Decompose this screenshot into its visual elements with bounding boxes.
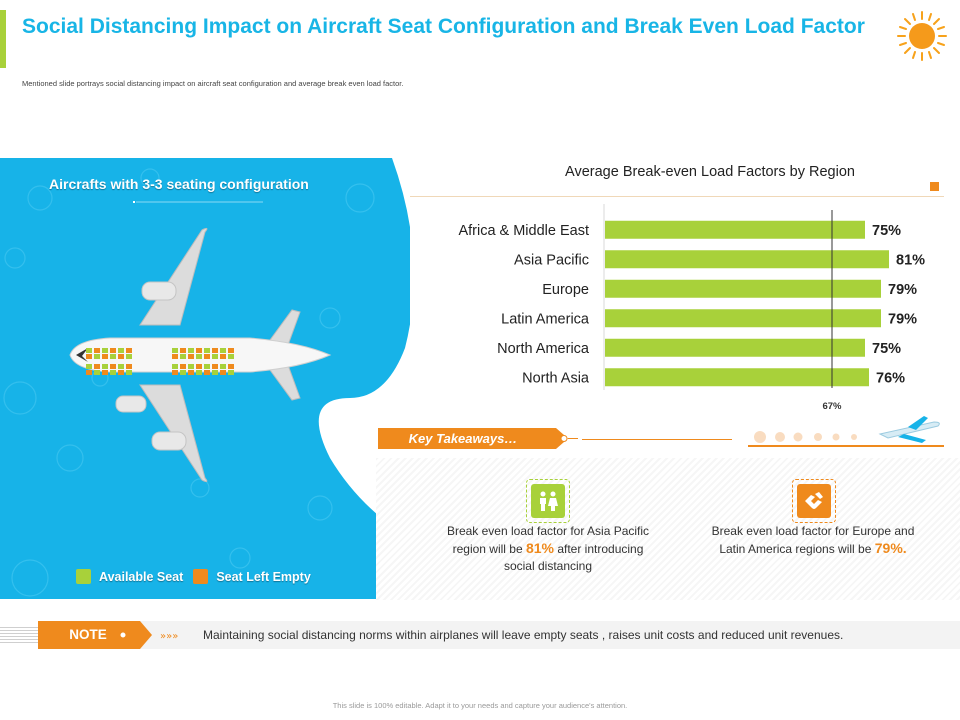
note-text: Maintaining social distancing norms with… [203,628,844,642]
takeaway-connector [582,439,732,440]
chart-category-label: North America [497,341,590,357]
takeaway-1-text-before: Break even load factor for Asia Pacific … [446,524,650,556]
svg-text:»»»: »»» [160,631,178,642]
chart-value-label: 81% [896,252,925,268]
chart-category-label: Latin America [501,311,590,327]
airplane-icon [878,416,940,443]
chart-bar [605,338,865,357]
takeaway-2-text-before: Break even load factor for Europe and La… [711,524,915,556]
empty-seat-swatch [193,569,209,584]
footer-text: This slide is 100% editable. Adapt it to… [332,701,628,710]
takeaway-1-text: Break even load factor for Asia Pacific … [443,523,653,575]
aircraft-panel-title: Aircrafts with 3-3 seating configuration [49,176,309,192]
title-accent-bar [0,10,6,68]
note-band [38,621,960,649]
sun-icon [897,11,947,61]
chart-value-label: 76% [876,370,905,386]
aircraft-panel [0,158,410,599]
chart-category-label: North Asia [522,370,590,386]
aircraft-seat-diagram [69,227,332,483]
handshake-icon [797,484,831,518]
note-label: NOTE [69,627,107,642]
people-icon [531,484,565,518]
note-tag: »»» [38,621,178,649]
legend-empty-label: Seat Left Empty [216,569,311,584]
chart-accent-square [930,182,939,191]
available-seat-swatch [76,569,91,584]
chart-bar [605,279,881,298]
chart-value-label: 79% [888,282,917,298]
legend-available-label: Available Seat [99,569,184,584]
chart-title: Average Break-even Load Factors by Regio… [565,164,855,180]
chart-bar [605,220,865,239]
page-title: Social Distancing Impact on Aircraft Sea… [22,15,865,38]
key-takeaways-label: Key Takeaways… [408,431,518,446]
chart-bar [605,368,869,387]
key-takeaways-tag [378,428,578,449]
chart-title-underline [410,196,944,197]
chart-category-label: Africa & Middle East [458,223,589,239]
note-stripes [0,627,38,643]
chart-category-label: Europe [542,282,589,298]
takeaways-area [376,458,960,600]
chart-bar [605,250,889,269]
legend-available-seat: Available Seat [76,569,183,584]
chart-reference-label: 67% [822,401,842,412]
takeaway-2-highlight: 79%. [874,540,907,556]
chart-category-label: Asia Pacific [514,252,589,268]
panel-background [0,158,410,599]
chart-value-label: 75% [872,223,901,239]
takeaway-1-icon-frame [526,479,570,523]
seat-legend: Available Seat Seat Left Empty [76,569,311,584]
takeaway-1-highlight: 81% [525,540,554,556]
legend-empty-seat: Seat Left Empty [193,569,311,584]
page-subtitle: Mentioned slide portrays social distanci… [22,79,404,88]
break-even-bar-chart: Africa & Middle East 75% Asia Pacific 81% Eu… [458,204,925,412]
chart-bar [605,309,881,328]
takeaway-2-text: Break even load factor for Europe and La… [708,523,918,558]
takeaway-2-icon-frame [792,479,836,523]
panel-title-underline [133,201,263,203]
takeaway-1-text-after: after introducing social distancing [503,542,644,573]
chart-value-label: 75% [872,341,901,357]
takeaway-decoration [748,416,944,447]
chart-value-label: 79% [888,311,917,327]
